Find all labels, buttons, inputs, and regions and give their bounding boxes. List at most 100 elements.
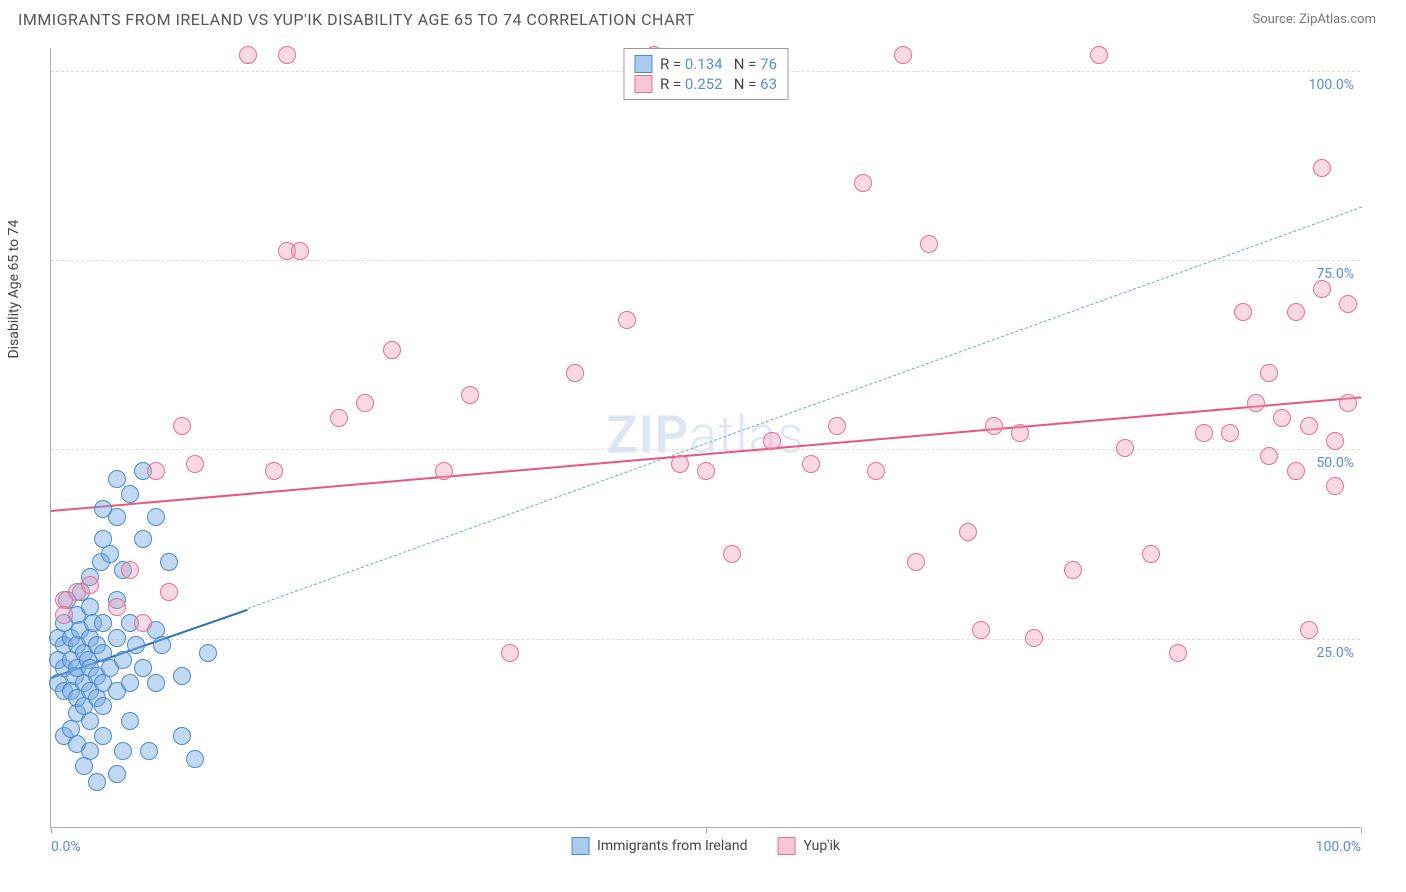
- data-point-ireland: [108, 470, 126, 488]
- data-point-yupik: [1195, 424, 1213, 442]
- y-tick-label: 50.0%: [1316, 455, 1354, 471]
- data-point-ireland: [62, 720, 80, 738]
- data-point-yupik: [1169, 644, 1187, 662]
- gridline: [51, 449, 1360, 450]
- data-point-ireland: [121, 712, 139, 730]
- data-point-yupik: [147, 462, 165, 480]
- data-point-yupik: [959, 523, 977, 541]
- data-point-ireland: [94, 697, 112, 715]
- data-point-yupik: [239, 46, 257, 64]
- data-point-yupik: [1064, 561, 1082, 579]
- data-point-yupik: [1221, 424, 1239, 442]
- data-point-yupik: [802, 455, 820, 473]
- data-point-yupik: [1234, 303, 1252, 321]
- data-point-ireland: [81, 712, 99, 730]
- stats-legend-row: R = 0.134 N = 76: [634, 55, 777, 73]
- data-point-yupik: [867, 462, 885, 480]
- data-point-ireland: [147, 674, 165, 692]
- y-axis-label: Disability Age 65 to 74: [6, 220, 22, 359]
- data-point-ireland: [160, 553, 178, 571]
- data-point-yupik: [55, 606, 73, 624]
- legend-stats-text: R = 0.252 N = 63: [660, 75, 777, 93]
- x-tick-mark: [1361, 827, 1362, 833]
- data-point-ireland: [199, 644, 217, 662]
- data-point-ireland: [173, 667, 191, 685]
- source-attribution: Source: ZipAtlas.com: [1252, 12, 1376, 27]
- data-point-ireland: [147, 508, 165, 526]
- data-point-yupik: [121, 561, 139, 579]
- data-point-yupik: [291, 242, 309, 260]
- data-point-yupik: [763, 432, 781, 450]
- data-point-ireland: [173, 727, 191, 745]
- data-point-yupik: [854, 174, 872, 192]
- data-point-ireland: [88, 773, 106, 791]
- x-tick-label: 100.0%: [1316, 839, 1361, 855]
- data-point-yupik: [330, 409, 348, 427]
- data-point-yupik: [1273, 409, 1291, 427]
- gridline: [51, 639, 1360, 640]
- data-point-yupik: [1300, 417, 1318, 435]
- series-legend-item: Yup'ik: [777, 837, 839, 855]
- data-point-yupik: [186, 455, 204, 473]
- data-point-yupik: [1260, 364, 1278, 382]
- data-point-yupik: [1300, 621, 1318, 639]
- data-point-ireland: [153, 636, 171, 654]
- data-point-ireland: [114, 742, 132, 760]
- data-point-ireland: [134, 530, 152, 548]
- data-point-ireland: [94, 614, 112, 632]
- data-point-ireland: [108, 765, 126, 783]
- stats-legend-row: R = 0.252 N = 63: [634, 75, 777, 93]
- data-point-ireland: [134, 659, 152, 677]
- data-point-ireland: [140, 742, 158, 760]
- data-point-yupik: [972, 621, 990, 639]
- data-point-yupik: [723, 545, 741, 563]
- data-point-yupik: [1090, 46, 1108, 64]
- data-point-yupik: [920, 235, 938, 253]
- data-point-yupik: [1260, 447, 1278, 465]
- data-point-yupik: [566, 364, 584, 382]
- data-point-yupik: [461, 386, 479, 404]
- x-tick-mark: [706, 827, 707, 833]
- chart-title: IMMIGRANTS FROM IRELAND VS YUP'IK DISABI…: [18, 10, 695, 29]
- data-point-ireland: [114, 651, 132, 669]
- data-point-ireland: [127, 636, 145, 654]
- y-tick-label: 100.0%: [1309, 77, 1354, 93]
- data-point-yupik: [1313, 280, 1331, 298]
- legend-stats-text: R = 0.134 N = 76: [660, 55, 777, 73]
- data-point-yupik: [160, 583, 178, 601]
- legend-swatch: [634, 55, 652, 73]
- chart-header: IMMIGRANTS FROM IRELAND VS YUP'IK DISABI…: [0, 0, 1406, 35]
- series-legend-item: Immigrants from Ireland: [571, 837, 747, 855]
- data-point-ireland: [94, 727, 112, 745]
- data-point-yupik: [383, 341, 401, 359]
- stats-legend: R = 0.134 N = 76 R = 0.252 N = 63: [623, 48, 788, 100]
- data-point-yupik: [697, 462, 715, 480]
- data-point-ireland: [186, 750, 204, 768]
- legend-swatch: [634, 75, 652, 93]
- data-point-yupik: [265, 462, 283, 480]
- regression-line-dashed: [247, 207, 1361, 609]
- data-point-yupik: [1116, 439, 1134, 457]
- regression-line: [51, 396, 1361, 512]
- data-point-yupik: [1326, 432, 1344, 450]
- data-point-yupik: [985, 417, 1003, 435]
- data-point-ireland: [121, 485, 139, 503]
- data-point-yupik: [1326, 477, 1344, 495]
- data-point-yupik: [278, 46, 296, 64]
- data-point-yupik: [1313, 159, 1331, 177]
- data-point-yupik: [894, 46, 912, 64]
- series-legend: Immigrants from Ireland Yup'ik: [571, 837, 840, 855]
- data-point-ireland: [108, 629, 126, 647]
- data-point-yupik: [1287, 303, 1305, 321]
- data-point-yupik: [173, 417, 191, 435]
- data-point-yupik: [1287, 462, 1305, 480]
- data-point-yupik: [81, 576, 99, 594]
- series-legend-label: Immigrants from Ireland: [597, 838, 747, 854]
- y-tick-label: 25.0%: [1316, 645, 1354, 661]
- data-point-ireland: [75, 757, 93, 775]
- scatter-chart: ZIPatlas 25.0%50.0%75.0%100.0%0.0%100.0%…: [50, 48, 1360, 828]
- data-point-yupik: [1247, 394, 1265, 412]
- data-point-yupik: [435, 462, 453, 480]
- legend-swatch: [571, 837, 589, 855]
- data-point-yupik: [828, 417, 846, 435]
